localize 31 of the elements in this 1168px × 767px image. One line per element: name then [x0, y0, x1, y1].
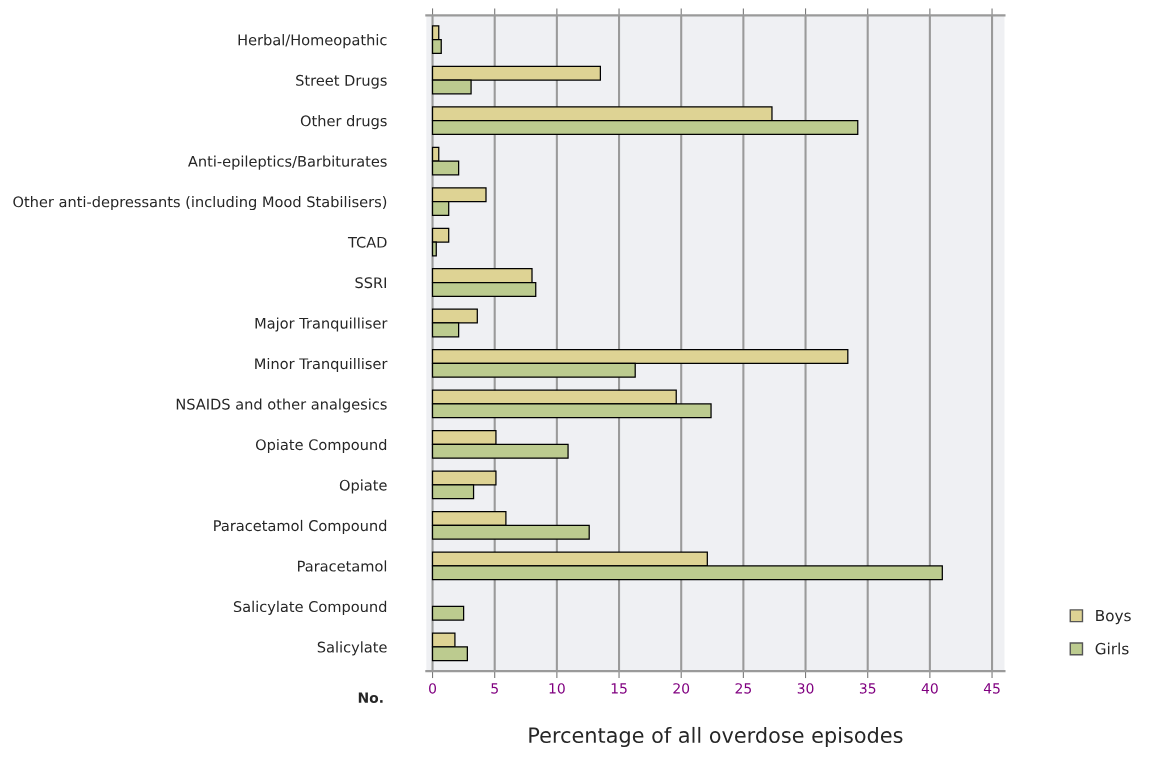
x-tick-label: 45 — [983, 683, 1000, 694]
x-tick-label: 15 — [611, 683, 627, 694]
y-tick-label: Salicylate Compound — [233, 600, 387, 615]
y-tick-label: Opiate Compound — [255, 438, 387, 454]
x-tick-label: 30 — [797, 683, 814, 694]
y-tick-label: Minor Tranquilliser — [255, 357, 388, 373]
y-tick-label: Anti-epileptics/Barbiturates — [188, 155, 387, 170]
x-tick-label: 0 — [429, 683, 437, 694]
y-tick-label: Other drugs — [300, 115, 387, 130]
legend-label: Girls — [1095, 642, 1129, 655]
y-tick-label: NSAIDS and other analgesics — [176, 398, 387, 413]
x-tick-label: 40 — [921, 683, 938, 694]
y-tick-label: Salicylate — [317, 641, 387, 656]
y-tick-label: Street Drugs — [296, 74, 387, 89]
y-tick-label: Other anti-depressants (including Mood Stabilisers) — [13, 196, 387, 211]
legend-label: Boys — [1096, 609, 1131, 625]
y-tick-label: Herbal/Homeopathic — [238, 34, 387, 49]
y-tick-label: Major Tranquilliser — [255, 317, 388, 332]
x-tick-label: 5 — [491, 683, 498, 694]
x-tick-label: 35 — [859, 683, 876, 694]
x-tick-label: 20 — [673, 683, 690, 694]
y-tick-label: Opiate — [339, 479, 387, 494]
y-tick-label: Paracetamol Compound — [214, 519, 387, 534]
text: No. — [358, 692, 383, 703]
y-tick-label: Paracetamol — [298, 560, 387, 572]
y-tick-label: SSRI — [355, 277, 386, 289]
x-axis-title: Percentage of all overdose episodes — [529, 726, 903, 748]
x-tick-label: 25 — [735, 683, 751, 694]
y-tick-label: TCAD — [347, 236, 387, 248]
bar — [431, 605, 465, 621]
x-tick-label: 10 — [549, 683, 565, 694]
